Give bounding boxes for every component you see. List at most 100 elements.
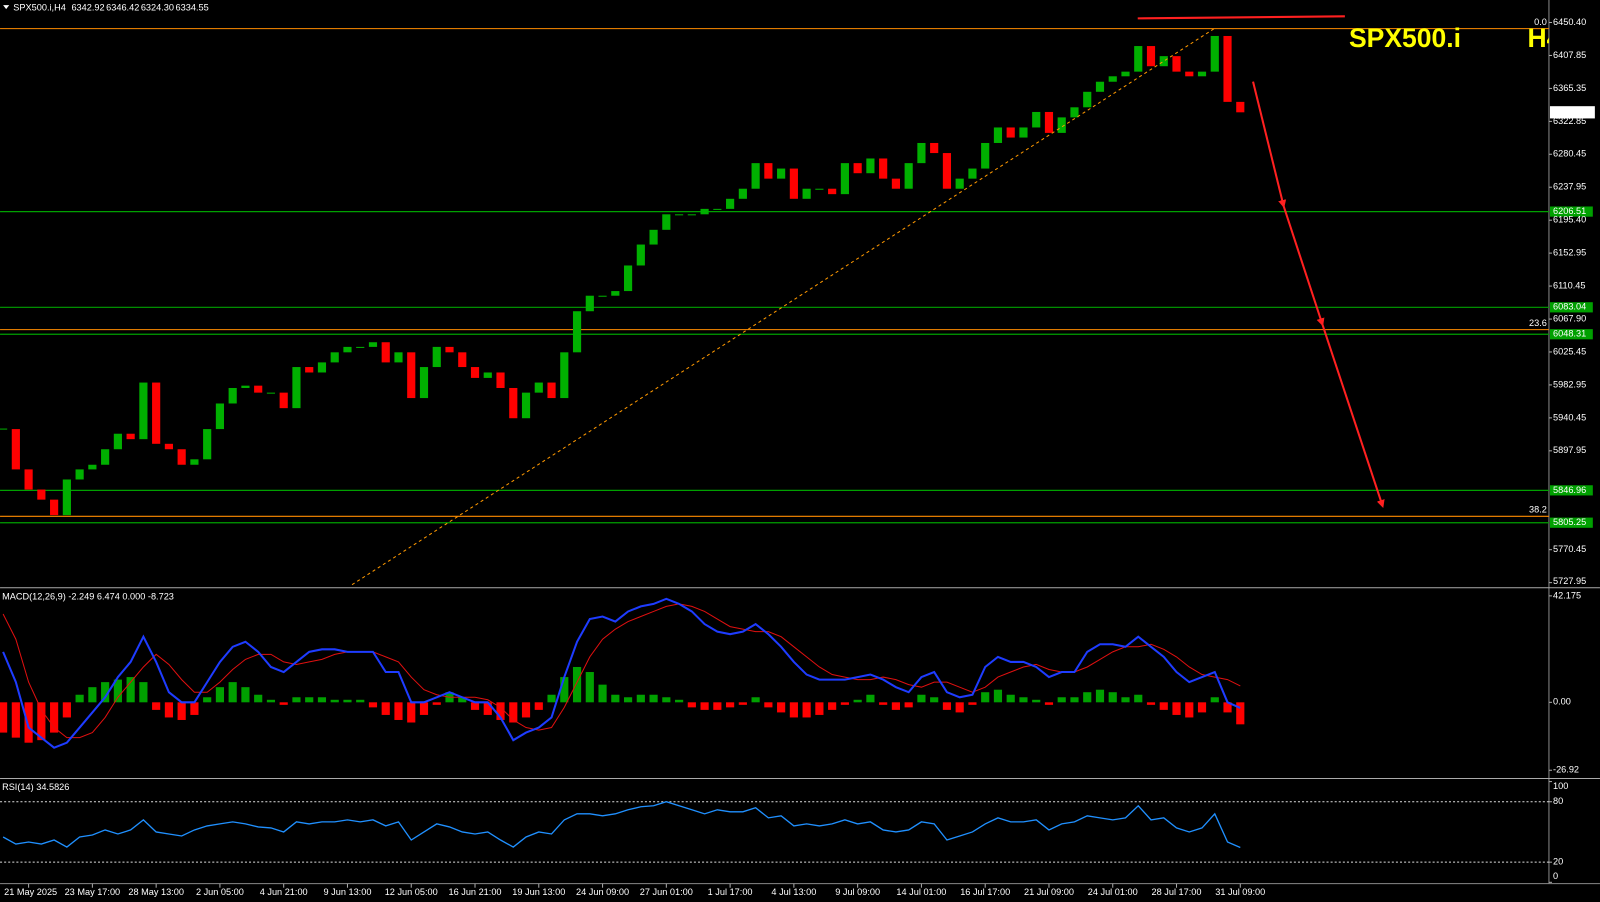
x-tick-label: 28 Jul 17:00: [1152, 887, 1202, 897]
candle: [917, 142, 926, 164]
menu-triangle[interactable]: [3, 5, 10, 10]
histogram-bar: [764, 702, 773, 708]
forecast-arrow: [1282, 205, 1325, 327]
candle: [37, 489, 46, 500]
histogram-bar: [968, 702, 977, 705]
histogram-bar: [993, 689, 1003, 703]
y-tick-label: 6152.95: [1553, 248, 1586, 258]
candle: [547, 382, 556, 399]
candle: [279, 392, 288, 409]
histogram-bar: [751, 697, 760, 703]
histogram-bar: [866, 694, 875, 703]
candle: [521, 392, 531, 419]
histogram-bar: [547, 694, 556, 703]
x-tick-label: 2 Jun 05:00: [196, 887, 244, 897]
candle: [981, 142, 990, 169]
candle: [713, 208, 722, 210]
histogram-bar: [1159, 702, 1168, 710]
candle: [1223, 35, 1232, 102]
forecast-arrow: [1252, 81, 1287, 209]
y-tick-label: 6407.85: [1553, 50, 1586, 60]
histogram-bar: [126, 677, 135, 703]
y-tick-label: 6237.95: [1553, 182, 1586, 192]
candle: [585, 295, 594, 312]
histogram-bar: [1172, 702, 1181, 715]
histogram-bar: [292, 697, 301, 703]
level-label: 6206.51: [1553, 206, 1586, 216]
candle: [993, 127, 1003, 143]
candle: [1044, 111, 1054, 133]
histogram-bar: [585, 672, 594, 703]
y-tick-label: 6195.40: [1553, 215, 1586, 225]
histogram-bar: [101, 682, 110, 703]
y-tick-label: 20: [1553, 857, 1563, 867]
candle: [560, 352, 569, 399]
candle: [968, 168, 977, 179]
candle: [203, 429, 212, 460]
candle: [534, 382, 543, 393]
candle: [228, 387, 237, 404]
ohlc-value: 6324.30: [141, 3, 174, 13]
x-tick-label: 9 Jul 09:00: [835, 887, 880, 897]
candle: [675, 214, 684, 216]
y-tick-label: 6450.40: [1553, 17, 1586, 27]
histogram-bar: [1121, 697, 1130, 703]
fib-label: 0.0: [1534, 17, 1547, 27]
x-tick-label: 28 May 13:00: [128, 887, 184, 897]
y-tick-label: 42.175: [1553, 590, 1581, 600]
level-label: 5805.25: [1553, 517, 1586, 527]
x-tick-label: 27 Jun 01:00: [640, 887, 693, 897]
candle: [828, 188, 837, 195]
x-tick-label: 24 Jun 09:00: [576, 887, 629, 897]
candle: [891, 178, 900, 189]
level-label: 6083.04: [1553, 302, 1586, 312]
histogram-bar: [190, 702, 199, 715]
histogram-bar: [1223, 702, 1232, 713]
histogram-bar: [203, 697, 212, 703]
candle: [662, 214, 671, 230]
y-tick-label: 5897.95: [1553, 445, 1586, 455]
histogram-bar: [75, 694, 84, 703]
histogram-bar: [930, 697, 939, 703]
candle: [75, 469, 84, 480]
candle: [241, 385, 250, 388]
x-tick-label: 1 Jul 17:00: [708, 887, 753, 897]
histogram-bar: [88, 687, 97, 703]
macd-line: [2, 597, 1241, 749]
candle: [649, 229, 658, 245]
histogram-bar: [483, 702, 492, 715]
y-tick-label: 6365.35: [1553, 83, 1586, 93]
y-tick-label: 5770.45: [1553, 544, 1586, 554]
histogram-bar: [1083, 692, 1092, 703]
histogram-bar: [879, 702, 888, 705]
x-tick-label: 19 Jun 13:00: [512, 887, 565, 897]
candle: [611, 291, 620, 296]
candle: [572, 311, 582, 353]
candle: [190, 459, 199, 465]
candle: [636, 244, 645, 266]
candle: [215, 403, 225, 430]
candle: [470, 367, 480, 378]
candle: [177, 449, 186, 465]
histogram-bar: [343, 699, 352, 703]
price-tag: [1549, 106, 1595, 119]
histogram-bar: [572, 666, 582, 703]
candle: [330, 352, 339, 363]
y-tick-label: 0: [1553, 871, 1558, 881]
histogram-bar: [37, 702, 46, 741]
candle: [930, 142, 939, 154]
histogram-bar: [1210, 697, 1219, 703]
candle: [24, 469, 33, 490]
candle: [700, 208, 709, 215]
histogram-bar: [700, 702, 709, 710]
histogram-bar: [828, 702, 837, 710]
y-tick-label: -26.92: [1553, 765, 1579, 775]
ohlc-value: 6334.55: [176, 3, 209, 13]
signal-line: [2, 603, 1241, 739]
histogram-bar: [611, 694, 620, 703]
candle: [1006, 127, 1015, 138]
candle: [368, 342, 378, 347]
histogram-bar: [432, 702, 441, 705]
